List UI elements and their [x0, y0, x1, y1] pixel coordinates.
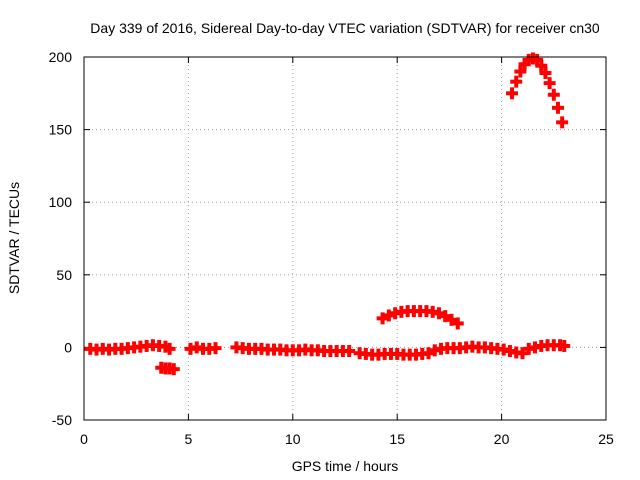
y-axis-ticks: -50 0 50 100 150 200 — [49, 49, 606, 428]
y-tick-label: 100 — [49, 194, 73, 210]
data-point — [558, 339, 571, 352]
x-axis-ticks: 0 5 10 15 20 25 — [80, 57, 614, 447]
x-tick-label: 0 — [80, 431, 88, 447]
data-point — [422, 347, 435, 360]
plot-frame — [83, 56, 607, 421]
data-point — [209, 342, 222, 355]
data-point — [167, 363, 180, 376]
y-tick-label: 50 — [56, 267, 72, 283]
data-point — [543, 77, 556, 90]
data-point — [163, 342, 176, 355]
data-point — [445, 313, 458, 326]
data-point — [376, 312, 389, 325]
chart-title: Day 339 of 2016, Sidereal Day-to-day VTE… — [90, 20, 600, 36]
y-tick-label: 150 — [49, 122, 73, 138]
data-point — [432, 307, 445, 320]
data-point — [343, 345, 356, 358]
data-point — [556, 116, 569, 129]
x-axis-label: GPS time / hours — [292, 458, 399, 474]
y-axis-label: SDTVAR / TECUs — [6, 182, 22, 294]
data-point — [510, 75, 523, 88]
data-point — [451, 317, 464, 330]
data-point — [516, 347, 529, 360]
data-point — [506, 87, 519, 100]
data-point — [551, 101, 564, 114]
x-tick-label: 15 — [389, 431, 405, 447]
data-point — [382, 309, 395, 322]
grid-lines — [84, 57, 606, 420]
data-point — [535, 59, 548, 72]
data-point — [514, 65, 527, 78]
data-series — [84, 52, 571, 376]
x-tick-label: 10 — [285, 431, 301, 447]
data-point — [547, 88, 560, 101]
x-tick-label: 20 — [494, 431, 510, 447]
x-tick-label: 5 — [185, 431, 193, 447]
data-point — [539, 66, 552, 79]
y-tick-label: 200 — [49, 49, 73, 65]
x-tick-label: 25 — [598, 431, 614, 447]
y-tick-label: 0 — [64, 339, 72, 355]
y-tick-label: -50 — [52, 412, 72, 428]
data-point — [439, 310, 452, 323]
